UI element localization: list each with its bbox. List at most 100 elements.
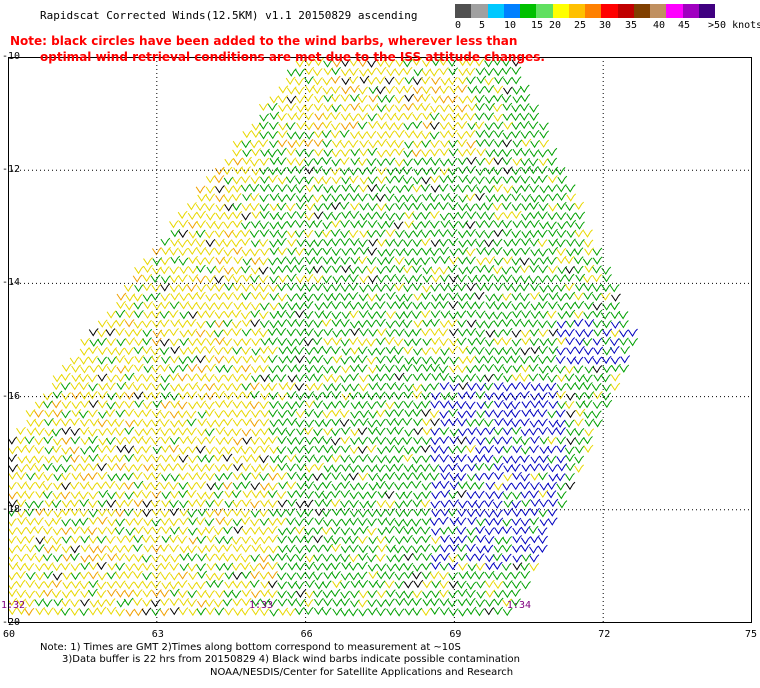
wind-barb bbox=[26, 418, 37, 427]
wind-barb bbox=[368, 192, 379, 202]
wind-barb bbox=[376, 436, 387, 446]
wind-barb bbox=[205, 212, 216, 221]
wind-barb bbox=[340, 554, 351, 563]
wind-barb bbox=[457, 202, 468, 212]
wind-barb bbox=[196, 499, 207, 508]
wind-barb bbox=[240, 311, 251, 320]
wind-barb bbox=[323, 211, 333, 220]
wind-barb bbox=[538, 300, 548, 310]
wind-barb bbox=[511, 338, 522, 347]
wind-barb bbox=[98, 427, 108, 437]
wind-barb bbox=[475, 391, 486, 400]
wind-barb bbox=[178, 229, 189, 239]
wind-barb bbox=[466, 373, 477, 382]
wind-barb bbox=[584, 247, 594, 256]
wind-barb bbox=[277, 293, 288, 302]
wind-barb bbox=[430, 363, 440, 373]
wind-barb bbox=[386, 68, 397, 77]
wind-barb bbox=[51, 543, 62, 552]
wind-barb bbox=[223, 364, 233, 374]
wind-barb bbox=[466, 228, 476, 238]
wind-barb bbox=[484, 347, 495, 356]
wind-barb bbox=[438, 57, 449, 67]
wind-barb bbox=[303, 103, 314, 112]
wind-barb bbox=[133, 293, 143, 302]
wind-barb bbox=[251, 409, 261, 419]
wind-barb bbox=[187, 246, 198, 256]
wind-barb bbox=[520, 536, 531, 545]
wind-barb bbox=[359, 275, 369, 284]
wind-barb bbox=[466, 256, 476, 265]
wind-barb bbox=[178, 363, 189, 373]
wind-barb bbox=[205, 302, 216, 311]
wind-barb bbox=[116, 300, 126, 310]
wind-barb bbox=[205, 175, 216, 184]
wind-barb bbox=[205, 590, 215, 599]
wind-barb bbox=[547, 212, 558, 221]
wind-barb bbox=[583, 436, 593, 445]
wind-barb bbox=[402, 417, 413, 426]
wind-barb bbox=[467, 184, 478, 193]
wind-barb bbox=[528, 158, 539, 167]
wind-barb bbox=[492, 500, 503, 509]
wind-barb bbox=[357, 517, 368, 527]
wind-barb bbox=[520, 237, 531, 247]
wind-barb bbox=[97, 508, 108, 517]
wind-barb bbox=[259, 183, 270, 193]
wind-barb bbox=[421, 68, 432, 77]
wind-barb bbox=[330, 122, 341, 131]
wind-barb bbox=[357, 355, 368, 364]
wind-barb bbox=[448, 237, 459, 247]
wind-barb bbox=[278, 346, 289, 355]
wind-barb bbox=[268, 545, 279, 554]
wind-barb bbox=[160, 293, 171, 302]
wind-barb bbox=[87, 428, 98, 437]
wind-barb bbox=[394, 580, 405, 590]
wind-barb bbox=[510, 409, 521, 419]
wind-barb bbox=[51, 444, 62, 454]
wind-barb bbox=[133, 346, 144, 355]
wind-barb bbox=[476, 580, 486, 589]
wind-barb bbox=[583, 329, 594, 338]
wind-barb bbox=[430, 454, 441, 463]
color-swatch-1 bbox=[471, 4, 488, 18]
wind-barb bbox=[223, 373, 234, 382]
wind-barb bbox=[466, 581, 477, 590]
wind-barb bbox=[97, 572, 108, 581]
wind-barb bbox=[295, 553, 306, 562]
wind-barb bbox=[322, 480, 332, 490]
wind-barb bbox=[420, 328, 431, 337]
wind-barb bbox=[206, 283, 217, 292]
wind-barb bbox=[187, 436, 197, 445]
wind-barb bbox=[205, 345, 215, 354]
wind-barb bbox=[169, 247, 179, 256]
wind-barb bbox=[151, 418, 161, 427]
wind-barb bbox=[520, 148, 531, 157]
wind-barb bbox=[375, 427, 386, 436]
wind-barb bbox=[178, 607, 189, 616]
wind-barb bbox=[205, 391, 216, 401]
wind-barb bbox=[322, 284, 333, 293]
wind-barb bbox=[322, 246, 333, 256]
wind-barb bbox=[87, 588, 98, 598]
wind-barb bbox=[303, 599, 314, 608]
wind-barb bbox=[133, 310, 144, 319]
wind-barb bbox=[359, 148, 369, 157]
wind-barb bbox=[403, 248, 414, 257]
wind-barb bbox=[548, 228, 558, 238]
wind-barb bbox=[278, 301, 289, 310]
wind-barb bbox=[448, 364, 459, 374]
wind-barb bbox=[142, 401, 153, 410]
wind-barb bbox=[169, 562, 180, 571]
wind-barb bbox=[80, 446, 90, 455]
wind-barb bbox=[348, 517, 359, 526]
wind-barb bbox=[88, 571, 99, 580]
wind-barb bbox=[206, 562, 217, 571]
wind-barb bbox=[440, 552, 450, 562]
wind-barb bbox=[286, 517, 296, 526]
wind-barb bbox=[125, 310, 135, 319]
wind-barb bbox=[152, 247, 162, 256]
wind-barb bbox=[160, 257, 171, 266]
wind-barb bbox=[457, 365, 468, 374]
wind-barb bbox=[466, 543, 476, 553]
